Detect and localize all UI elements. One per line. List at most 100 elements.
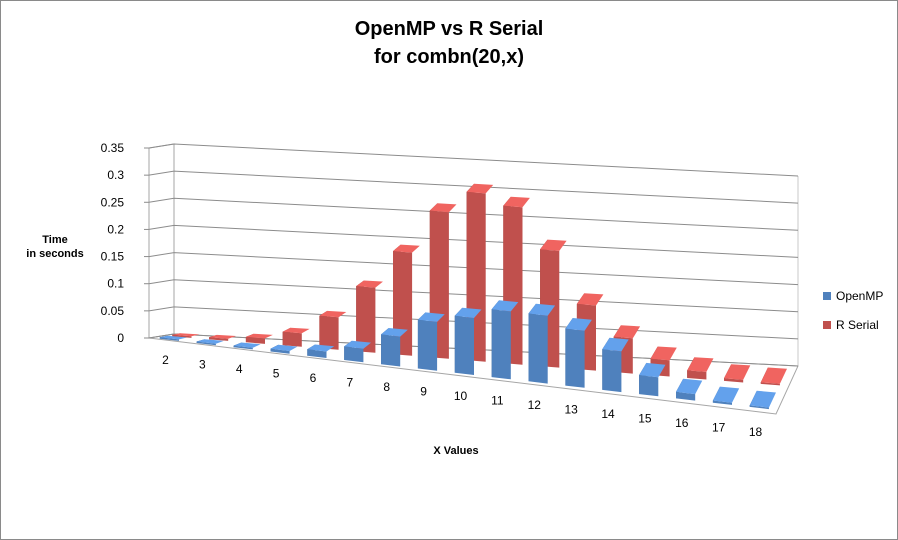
openmp-bar	[712, 386, 740, 405]
r-serial-bar	[282, 327, 310, 347]
openmp-bar-front	[639, 375, 659, 397]
y-tick-label: 0.2	[107, 222, 124, 236]
r-serial-bar	[724, 364, 751, 383]
openmp-bar-front	[307, 349, 327, 358]
r-serial-bar-top	[429, 203, 457, 213]
openmp-bar-front	[196, 341, 216, 346]
r-serial-bar-top	[540, 239, 567, 251]
openmp-bar	[565, 318, 592, 388]
r-serial-bar	[687, 357, 714, 380]
openmp-bar	[639, 362, 666, 397]
r-serial-bar-top	[503, 196, 530, 208]
openmp-bar-front	[491, 309, 511, 380]
y-tick-label: 0.05	[101, 304, 125, 318]
x-tick-label: 12	[528, 398, 542, 412]
x-tick-label: 3	[199, 358, 206, 372]
r-serial-bar-top	[319, 310, 347, 318]
x-axis-title: X Values	[433, 445, 479, 457]
openmp-bar	[454, 307, 482, 375]
openmp-bar-top	[196, 339, 224, 344]
x-tick-label: 2	[162, 353, 169, 367]
openmp-bar	[602, 337, 629, 393]
r-serial-bar-front	[319, 315, 339, 350]
x-tick-label: 13	[564, 402, 578, 416]
legend-item-openmp: OpenMP	[823, 288, 883, 304]
y-tick-label: 0	[117, 331, 124, 345]
openmp-bar	[196, 339, 224, 346]
r-serial-bar-front	[209, 337, 229, 341]
openmp-bar-front	[381, 334, 401, 367]
gridline	[148, 143, 799, 177]
legend-label-openmp: OpenMP	[836, 289, 884, 303]
x-tick-label: 7	[347, 376, 354, 390]
openmp-bar-top	[602, 337, 629, 352]
y-tick-label: 0.25	[101, 195, 125, 209]
r-serial-bar	[172, 333, 200, 338]
openmp-bar	[676, 378, 703, 401]
gridline	[148, 224, 799, 258]
openmp-bar-top	[381, 328, 408, 337]
openmp-bar-top	[712, 386, 740, 403]
r-serial-bar-front	[760, 382, 780, 386]
openmp-bar	[307, 344, 335, 358]
r-serial-bar-top	[576, 293, 604, 306]
y-axis-title-line-1: Time	[42, 234, 68, 246]
openmp-bar	[528, 303, 556, 384]
chart-title: OpenMP vs R Serial for combn(20,x)	[1, 15, 897, 71]
openmp-bar-top	[676, 378, 703, 395]
r-serial-bar-top	[393, 244, 420, 253]
openmp-bar-front	[417, 319, 438, 371]
r-serial-bar-top	[245, 333, 273, 339]
r-serial-bar-top	[209, 334, 237, 339]
x-tick-label: 4	[236, 362, 243, 376]
openmp-bar	[417, 312, 445, 371]
openmp-bar-top	[270, 344, 298, 351]
openmp-bar-front	[270, 348, 290, 354]
openmp-bar-top	[417, 312, 445, 322]
openmp-bar-front	[528, 313, 548, 384]
r-serial-bar-top	[356, 280, 383, 288]
openmp-bar-front	[233, 345, 253, 350]
openmp-bar	[270, 344, 298, 354]
x-tick-label: 5	[273, 367, 280, 381]
openmp-bar	[491, 300, 519, 380]
legend-swatch-openmp	[823, 292, 831, 300]
openmp-bar-front	[676, 391, 696, 401]
r-serial-bar-top	[650, 346, 677, 361]
openmp-bar-top	[454, 307, 482, 318]
chart-title-line-2: for combn(20,x)	[373, 46, 525, 68]
openmp-bar-front	[712, 400, 732, 405]
r-serial-bar-top	[724, 364, 751, 380]
openmp-bar-front	[344, 346, 364, 363]
x-tick-label: 18	[749, 425, 763, 439]
y-axis-title: Time in seconds	[19, 233, 91, 261]
openmp-bar-top	[233, 342, 261, 348]
x-tick-labels: 2 3 4 5 6 7 8 9 10 11 12 13 14 15 16 17 18	[162, 353, 762, 439]
openmp-bar	[159, 335, 187, 341]
r-serial-bar-front	[356, 286, 376, 353]
r-serial-bar-top	[172, 333, 200, 337]
x-tick-label: 16	[675, 416, 689, 430]
openmp-bars	[159, 300, 776, 410]
x-tick-label: 6	[310, 371, 317, 385]
gridline	[148, 252, 799, 286]
y-tick-label: 0.3	[107, 168, 124, 182]
x-tick-label: 15	[638, 411, 652, 425]
x-tick-label: 17	[712, 420, 726, 434]
r-serial-bar-front	[245, 336, 265, 344]
r-serial-bar-front	[687, 370, 707, 380]
r-serial-bar	[245, 333, 273, 344]
openmp-bar-top	[491, 300, 519, 312]
r-serial-bar-front	[724, 378, 744, 383]
y-tick-label: 0.35	[101, 141, 125, 155]
r-serial-bar-top	[466, 183, 494, 194]
y-tick-label: 0.15	[101, 250, 125, 264]
gridlines	[144, 143, 799, 367]
r-serial-bar-front	[172, 334, 192, 338]
gridline	[148, 197, 799, 231]
r-serial-bar-top	[282, 327, 310, 334]
openmp-bar-front	[159, 337, 179, 341]
y-axis-title-line-2: in seconds	[26, 248, 84, 260]
